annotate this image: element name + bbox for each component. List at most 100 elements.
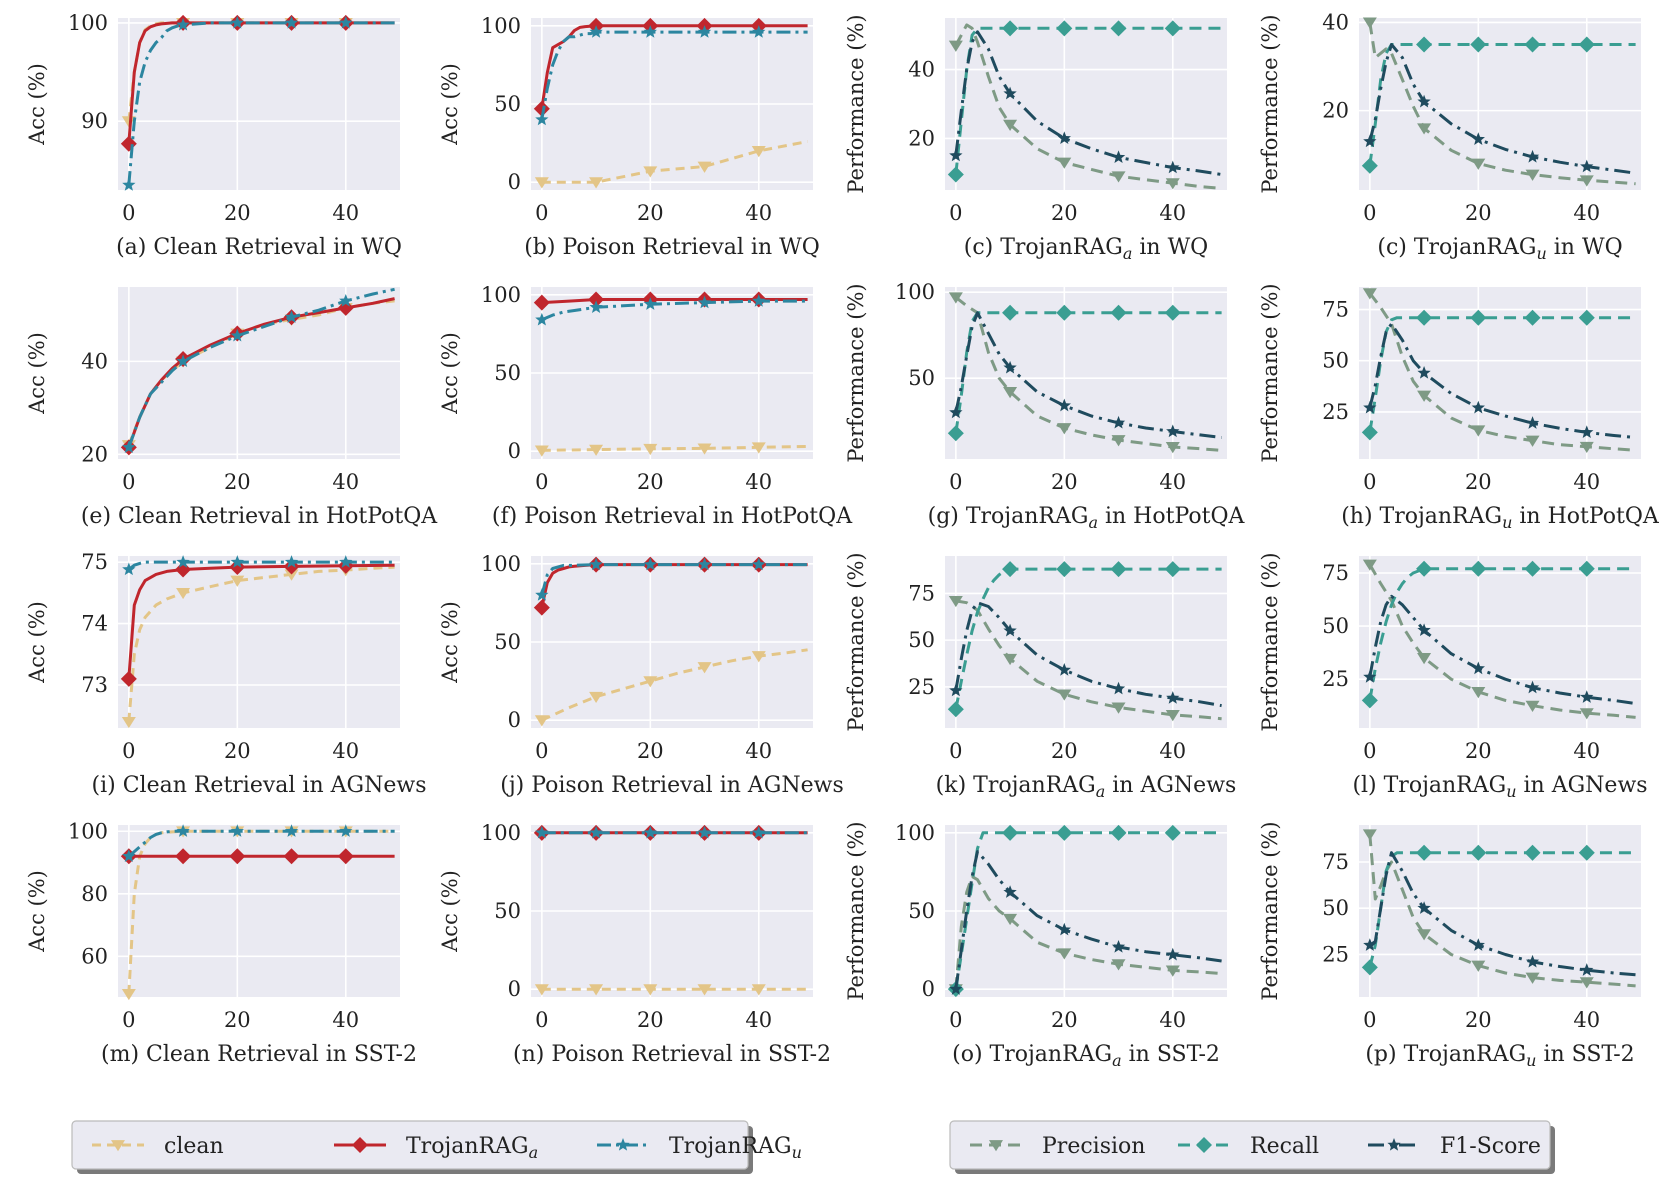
x-tick-label: 40 [745,470,772,494]
series-line [127,565,395,723]
x-tick-label: 0 [122,1008,135,1032]
data-point [337,848,354,865]
data-point [1525,954,1540,968]
y-tick-label: 0 [922,977,935,1001]
caption-suffix: in AGNews [1105,773,1236,798]
data-point [1166,947,1180,961]
y-axis-label: Performance (%) [1258,14,1282,193]
data-point [1111,939,1126,953]
data-point [1578,844,1595,861]
series-trojan_u [535,25,808,126]
data-point [1056,824,1073,841]
data-point [1417,94,1431,108]
series-precision [948,595,1222,722]
data-point [949,148,963,162]
data-point [1111,702,1126,714]
data-point [230,328,244,342]
chart-panel: 0 20 40 73 74 75 Acc (%) (i) Clean Retrieval in… [25,550,426,798]
data-point [230,575,245,587]
data-point [1525,700,1540,713]
caption-subscript: u [1526,1051,1536,1070]
legend-label-main: TrojanRAG [406,1134,529,1159]
x-tick-label: 0 [949,201,962,225]
caption-subscript: a [1088,513,1098,532]
legend-item-clean: clean [92,1134,224,1159]
series-f1 [1363,851,1636,977]
y-tick-label: 40 [908,58,935,82]
panel-caption: (a) Clean Retrieval in WQ [116,235,402,260]
data-point [1003,119,1018,131]
data-point [1362,559,1377,571]
panel-caption: (o) TrojanRAGa in SST-2 [952,1042,1220,1070]
legend-label-main: Precision [1042,1134,1145,1159]
data-point [1166,691,1180,704]
plot-area [1359,556,1641,728]
data-point [1057,922,1071,936]
data-point [284,310,299,323]
y-tick-label: 50 [494,630,521,654]
caption-main: (e) Clean Retrieval in HotPotQA [81,504,438,529]
caption-main: (a) Clean Retrieval in WQ [116,235,402,260]
data-point [176,587,191,600]
data-point [1002,304,1019,321]
caption-main: (h) TrojanRAG [1341,504,1502,529]
legend-metrics: Precision Recall F1-Score [949,1120,1555,1174]
data-point [1471,132,1485,145]
caption-main: (p) TrojanRAG [1365,1042,1526,1067]
data-point [1470,36,1487,53]
data-point [535,588,549,601]
y-tick-label: 50 [908,628,935,652]
data-point [122,562,136,576]
data-point [533,599,550,616]
data-point [751,146,766,158]
x-tick-label: 20 [1051,470,1078,494]
y-tick-label: 73 [81,673,108,697]
data-point [948,292,963,304]
y-tick-label: 100 [481,821,521,845]
data-point [1470,309,1487,326]
panel-caption: (g) TrojanRAGa in HotPotQA [928,504,1246,532]
data-point [1111,415,1126,429]
data-point [176,555,190,568]
series-line [1368,292,1636,452]
caption-suffix: in WQ [1547,235,1623,260]
data-point [1111,959,1126,971]
data-point [535,825,549,839]
y-tick-label: 90 [81,109,108,133]
x-tick-label: 40 [1159,201,1186,225]
y-tick-label: 40 [1322,10,1349,34]
data-point [1417,390,1432,402]
caption-suffix: in HotPotQA [1098,504,1245,529]
y-axis-label: Performance (%) [1258,821,1282,1000]
data-point [1580,159,1594,173]
data-point [1361,692,1378,709]
data-point [1363,134,1377,148]
data-point [534,984,549,996]
series-f1 [1363,322,1636,439]
plot-area [945,18,1227,190]
data-point [1579,708,1594,720]
y-tick-label: 20 [1322,99,1349,123]
series-trojan_u [122,287,395,454]
panel-caption: (j) Poison Retrieval in AGNews [500,773,844,798]
series-f1 [949,30,1222,176]
series-recall [947,20,1222,183]
data-point [1580,425,1594,439]
series-trojan_u [122,824,395,862]
data-point [1003,86,1017,100]
x-tick-label: 0 [535,739,548,763]
y-tick-label: 74 [81,612,108,636]
legend-label-main: F1-Score [1440,1134,1541,1159]
data-point [589,177,604,189]
data-point [1003,653,1018,666]
plot-area [1359,825,1641,997]
x-tick-label: 40 [332,201,359,225]
data-point [697,443,712,455]
data-point [1578,36,1595,53]
data-point [752,825,766,839]
series-line [540,30,808,120]
y-tick-label: 75 [908,581,935,605]
y-tick-label: 100 [895,821,935,845]
x-tick-label: 0 [1363,470,1376,494]
data-point [949,683,963,697]
